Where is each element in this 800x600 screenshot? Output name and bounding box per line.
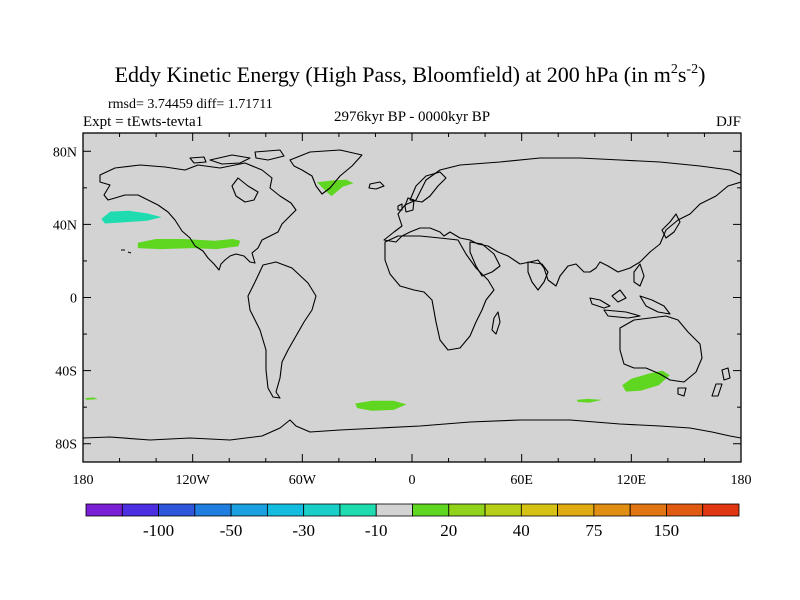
coast-india bbox=[527, 261, 549, 291]
coast-antarctica bbox=[83, 419, 741, 441]
colorbar-label: 20 bbox=[440, 521, 457, 540]
colorbar-label: 75 bbox=[585, 521, 602, 540]
anomaly-east-pacific-positive bbox=[137, 239, 241, 250]
coast-south-america bbox=[247, 261, 317, 399]
anomaly-south-indian-positive bbox=[576, 398, 603, 403]
coast-madagascar bbox=[491, 311, 501, 335]
anomaly-south-atlantic-positive bbox=[355, 400, 407, 411]
colorbar-label: -50 bbox=[220, 521, 243, 540]
colorbar-label: -100 bbox=[143, 521, 174, 540]
coastline-layer bbox=[83, 149, 741, 441]
x-tick-label: 120W bbox=[176, 473, 211, 488]
colorbar-swatch bbox=[303, 503, 341, 517]
x-axis: 180 120W 60W 0 60E 120E 180 bbox=[73, 133, 752, 488]
x-tick-label: 60W bbox=[289, 473, 317, 488]
colorbar-swatch bbox=[375, 503, 413, 517]
coast-australia bbox=[619, 315, 703, 383]
coast-arabia bbox=[469, 241, 501, 277]
colorbar-swatch bbox=[412, 503, 450, 517]
coast-eurasia bbox=[383, 157, 741, 287]
coast-arctic-islands bbox=[189, 149, 285, 165]
anomaly-north-pacific-negative bbox=[101, 210, 162, 224]
stats-label: rmsd= 3.74459 diff= 1.71711 bbox=[108, 97, 273, 112]
colorbar-swatch bbox=[266, 503, 305, 517]
coast-british-isles bbox=[397, 197, 415, 213]
colorbar-swatch bbox=[339, 503, 377, 517]
coast-greenland bbox=[289, 149, 363, 195]
colorbar-swatch bbox=[230, 503, 268, 517]
x-tick-label: 0 bbox=[409, 473, 416, 488]
colorbar-swatch bbox=[520, 503, 559, 517]
anomaly-greenland-positive bbox=[317, 179, 354, 197]
colorbar-label: -30 bbox=[292, 521, 315, 540]
colorbar-swatch bbox=[557, 503, 595, 517]
colorbar-swatch bbox=[484, 503, 522, 517]
coast-africa bbox=[384, 235, 495, 351]
y-tick-label: 80S bbox=[55, 438, 77, 453]
colorbar: -100 -50 -30 -10 20 40 75 150 bbox=[85, 503, 740, 540]
map-background bbox=[83, 133, 741, 462]
coast-new-zealand bbox=[711, 367, 731, 397]
coast-iceland bbox=[368, 181, 385, 190]
x-tick-label: 120E bbox=[617, 473, 647, 488]
anomaly-south-australia-positive bbox=[622, 370, 670, 392]
colorbar-swatch bbox=[629, 503, 667, 517]
coast-tasmania bbox=[677, 387, 687, 397]
colorbar-swatch bbox=[194, 503, 232, 517]
coast-scandinavia bbox=[409, 171, 447, 203]
x-tick-label: 180 bbox=[73, 473, 94, 488]
map-panel: 180 120W 60W 0 60E 120E 180 80N 40N 0 40S 80S bbox=[53, 132, 752, 488]
anomaly-southwest-pacific-positive bbox=[84, 397, 98, 400]
y-tick-label: 40N bbox=[53, 218, 77, 233]
colorbar-swatch bbox=[85, 503, 123, 517]
colorbar-swatch bbox=[702, 503, 740, 517]
colorbar-swatch bbox=[448, 503, 486, 517]
y-tick-label: 40S bbox=[55, 365, 77, 380]
y-axis: 80N 40N 0 40S 80S bbox=[53, 145, 741, 453]
experiment-label: Expt = tEwts-tevta1 bbox=[83, 114, 203, 130]
x-tick-label: 180 bbox=[731, 473, 752, 488]
colorbar-label: -10 bbox=[365, 521, 388, 540]
colorbar-swatch bbox=[158, 503, 196, 517]
plot-title: Eddy Kinetic Energy (High Pass, Bloomfie… bbox=[115, 62, 706, 87]
coast-hawaii bbox=[121, 249, 132, 254]
period-label: 2976kyr BP - 0000kyr BP bbox=[334, 109, 490, 125]
colorbar-swatch bbox=[593, 503, 631, 517]
anomaly-layer bbox=[84, 179, 670, 411]
coast-north-america bbox=[99, 162, 297, 271]
colorbar-label: 40 bbox=[513, 521, 530, 540]
coast-hudson-bay bbox=[231, 177, 259, 203]
colorbar-swatch bbox=[666, 503, 704, 517]
colorbar-swatch bbox=[121, 503, 159, 517]
season-label: DJF bbox=[716, 114, 741, 130]
x-tick-label: 60E bbox=[510, 473, 533, 488]
coast-se-asia-islands bbox=[589, 263, 671, 319]
y-tick-label: 80N bbox=[53, 145, 77, 160]
colorbar-label: 150 bbox=[654, 521, 680, 540]
y-tick-label: 0 bbox=[70, 292, 77, 307]
coast-japan bbox=[661, 213, 681, 239]
